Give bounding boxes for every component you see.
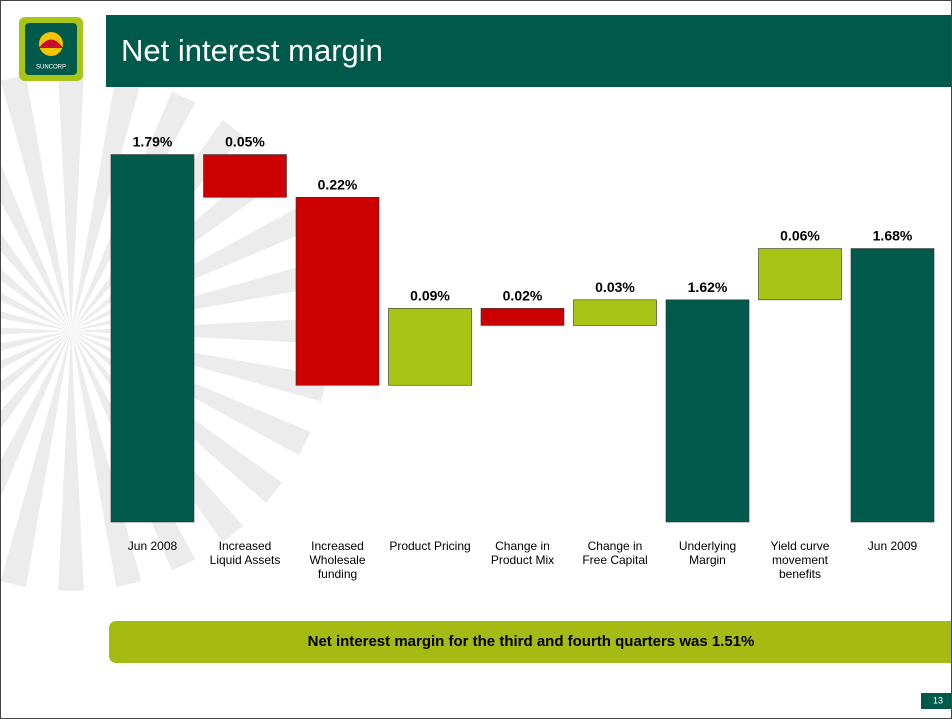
bar bbox=[758, 248, 842, 301]
title-bar bbox=[106, 15, 951, 87]
starburst-ray bbox=[1, 74, 71, 331]
starburst-ray bbox=[1, 164, 71, 331]
value-label: 0.05% bbox=[225, 134, 265, 150]
starburst-ray bbox=[1, 331, 71, 498]
page-number: 13 bbox=[933, 695, 943, 705]
value-label: 0.09% bbox=[410, 287, 450, 303]
starburst-ray bbox=[1, 331, 71, 429]
x-tick-label: Increased Liquid Assets bbox=[209, 539, 281, 567]
bar bbox=[480, 308, 565, 326]
x-tick-label: Underlying Margin bbox=[678, 539, 737, 567]
starburst-ray bbox=[1, 331, 71, 370]
bar bbox=[573, 299, 657, 326]
starburst-ray bbox=[1, 311, 71, 331]
logo-mark bbox=[39, 39, 63, 48]
page-number-box bbox=[921, 693, 951, 709]
x-tick-label: Change in Product Mix bbox=[490, 539, 555, 567]
bar bbox=[110, 154, 195, 523]
value-label: 1.62% bbox=[688, 279, 728, 295]
x-tick-label: Jun 2009 bbox=[867, 539, 918, 553]
starburst-ray bbox=[71, 318, 331, 344]
x-tick-label: Change in Free Capital bbox=[582, 539, 648, 567]
starburst-ray bbox=[58, 331, 84, 591]
bar bbox=[295, 196, 380, 386]
banner-text: Net interest margin for the third and fo… bbox=[308, 633, 755, 650]
bar bbox=[388, 308, 472, 386]
starburst-ray bbox=[71, 74, 142, 331]
starburst-ray bbox=[1, 269, 71, 331]
value-label: 0.06% bbox=[780, 228, 820, 244]
banner bbox=[109, 621, 951, 663]
starburst-ray bbox=[1, 292, 71, 331]
value-label: 0.22% bbox=[318, 176, 358, 192]
x-tick-label: Product Pricing bbox=[389, 539, 471, 553]
value-label: 1.68% bbox=[873, 228, 913, 244]
bar bbox=[850, 248, 935, 523]
bar bbox=[203, 154, 287, 198]
logo-text: SUNCORP bbox=[36, 65, 66, 71]
x-tick-label: Yield curve movement benefits bbox=[770, 539, 830, 581]
starburst-ray bbox=[1, 331, 71, 588]
value-label: 0.03% bbox=[595, 279, 635, 295]
value-label: 0.02% bbox=[503, 287, 543, 303]
starburst-ray bbox=[1, 327, 71, 335]
starburst-ray bbox=[58, 71, 84, 331]
starburst-ray bbox=[1, 331, 71, 351]
chart-title: Net interest margin bbox=[121, 33, 383, 68]
x-tick-label: Increased Wholesale funding bbox=[309, 539, 366, 581]
x-tick-label: Jun 2008 bbox=[127, 539, 178, 553]
value-label: 1.79% bbox=[133, 134, 173, 150]
starburst-ray bbox=[71, 331, 142, 588]
bar bbox=[665, 299, 750, 523]
bars: 1.79% 0.05% 0.22% 0.09% 0.02% 0.03% 1.62% 0.06%… bbox=[110, 134, 935, 523]
starburst-ray bbox=[1, 233, 71, 331]
